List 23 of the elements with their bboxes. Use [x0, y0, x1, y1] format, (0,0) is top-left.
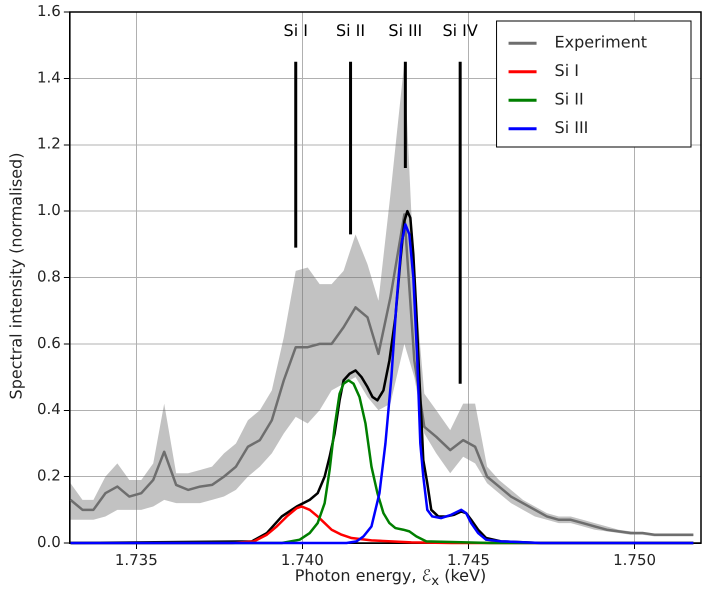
legend-label: Si III [554, 118, 588, 137]
annotation: Si I [284, 20, 308, 40]
annotation: Si IV [442, 20, 478, 40]
annotation: Si II [336, 20, 366, 40]
legend-label: Si II [554, 89, 584, 108]
x-tick-label: 1.735 [114, 550, 158, 569]
x-axis-title: Photon energy, ℰ$_{x}$ (keV) [294, 566, 486, 590]
y-axis-title: Spectral intensity (normalised) [6, 152, 26, 400]
y-tick-label: 1.0 [36, 201, 61, 220]
y-tick-label: 0.6 [36, 334, 61, 352]
legend-label: Experiment [554, 32, 648, 52]
y-tick-label: 0.8 [36, 267, 61, 286]
x-tick-label: 1.740 [280, 550, 324, 569]
legend-label: Si I [554, 60, 579, 80]
y-tick-label: 1.2 [36, 134, 61, 153]
y-tick-label: 0.4 [36, 400, 61, 418]
annotation: Si III [388, 20, 422, 40]
y-tick-label: 0.0 [36, 532, 61, 551]
y-tick-label: 1.6 [36, 2, 61, 20]
y-tick-label: 1.4 [36, 68, 61, 86]
y-tick-label: 0.2 [36, 466, 61, 485]
x-tick-label: 1.745 [446, 550, 490, 569]
x-tick-label: 1.750 [613, 550, 656, 569]
